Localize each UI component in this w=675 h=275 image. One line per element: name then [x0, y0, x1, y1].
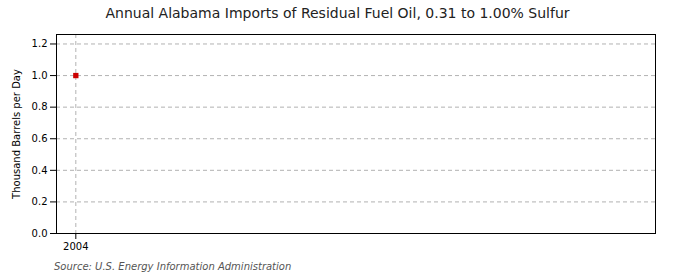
- svg-text:0.6: 0.6: [32, 133, 48, 144]
- svg-text:0.4: 0.4: [32, 165, 48, 176]
- svg-text:0.2: 0.2: [32, 196, 48, 207]
- svg-text:2004: 2004: [63, 241, 88, 252]
- html-text:Annual Alabama Imports of Resi: Annual Alabama Imports of Residual Fuel …: [105, 5, 570, 21]
- svg-text:0.0: 0.0: [32, 228, 48, 239]
- svg-text:0.8: 0.8: [32, 101, 48, 112]
- svg-text:Thousand Barrels per Day: Thousand Barrels per Day: [11, 69, 22, 200]
- html-text:Source: U.S. Energy Informatio: Source: U.S. Energy Information Administ…: [54, 261, 292, 272]
- svg-text:1.0: 1.0: [32, 70, 48, 81]
- svg-text:1.2: 1.2: [32, 38, 48, 49]
